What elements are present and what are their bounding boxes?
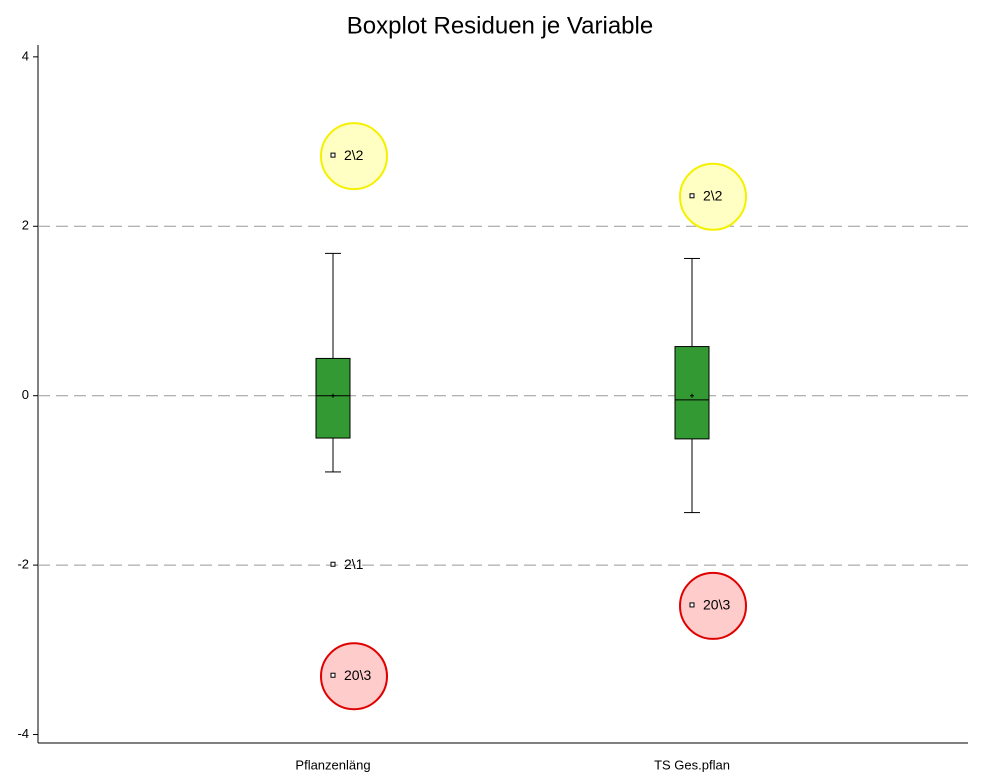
outlier xyxy=(689,193,695,199)
y-tick-label: 2 xyxy=(22,218,29,233)
outlier-label: 2\1 xyxy=(344,556,364,572)
outlier xyxy=(330,152,336,158)
outlier-label: 20\3 xyxy=(703,597,730,613)
outlier-label: 2\2 xyxy=(703,187,723,203)
mean-marker xyxy=(690,393,694,398)
chart-title: Boxplot Residuen je Variable xyxy=(347,12,653,39)
x-tick-label: Pflanzenläng xyxy=(295,757,370,772)
y-tick-label: 4 xyxy=(22,48,29,63)
box xyxy=(315,357,351,439)
y-tick-label: -2 xyxy=(17,557,29,572)
outlier-highlight xyxy=(320,642,388,711)
outlier-label: 20\3 xyxy=(344,667,371,683)
y-tick-label: -4 xyxy=(17,726,29,741)
outlier xyxy=(330,672,336,678)
outlier-highlight xyxy=(320,122,388,191)
y-tick-label: 0 xyxy=(22,387,29,402)
outlier xyxy=(689,602,695,608)
outlier xyxy=(330,561,336,567)
box xyxy=(674,346,710,440)
x-tick-label: TS Ges.pflan xyxy=(654,757,730,772)
outlier-highlight xyxy=(679,162,747,231)
outlier-label: 2\2 xyxy=(344,147,364,163)
outlier-highlight xyxy=(679,571,747,640)
mean-marker xyxy=(331,393,335,398)
